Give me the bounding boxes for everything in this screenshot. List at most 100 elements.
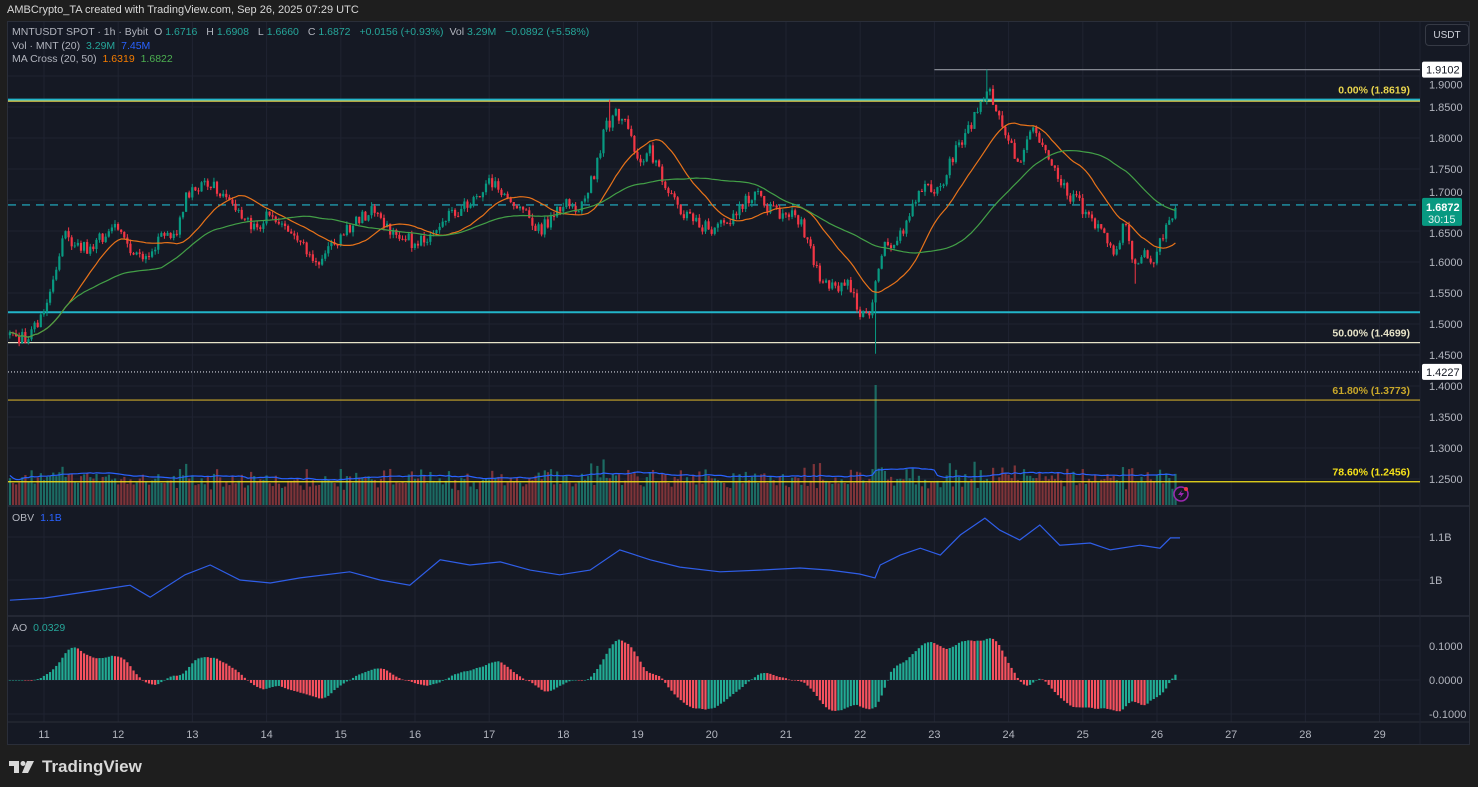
candle-body (917, 191, 920, 202)
ao-bar (515, 674, 519, 680)
volume-bar (942, 481, 945, 505)
candle-body (1063, 183, 1066, 186)
ma-cross-legend[interactable]: MA Cross (20, 50) 1.6319 1.6822 (12, 53, 176, 65)
ao-bar (222, 662, 225, 680)
candle-body (438, 226, 441, 231)
candle-body (339, 234, 342, 246)
ao-bar (1146, 680, 1149, 704)
ao-bar (945, 648, 948, 680)
volume-bar (126, 483, 129, 505)
ao-bar (574, 680, 577, 681)
volume-bar (1081, 469, 1084, 505)
currency-button[interactable]: USDT (1425, 24, 1469, 46)
time-axis-label: 25 (1077, 729, 1089, 741)
ao-bar (512, 672, 515, 680)
volume-bar (1131, 468, 1134, 505)
ao-bar (1081, 680, 1084, 708)
volume-bar (413, 478, 417, 505)
candle-body (351, 225, 355, 233)
volume-bar (627, 469, 630, 505)
volume-bar (420, 469, 423, 505)
volume-bar (113, 478, 117, 505)
symbol-name[interactable]: MNTUSDT SPOT · 1h · Bybit (12, 26, 149, 38)
alert-lightning-icon[interactable] (1173, 486, 1189, 502)
candle-body (311, 254, 314, 261)
volume-bar (565, 475, 568, 505)
ao-bar (441, 680, 444, 681)
volume-bar (809, 480, 812, 505)
volume-indicator-label: Vol · MNT (20) (12, 40, 81, 52)
candle-body (880, 255, 883, 269)
volume-bar (769, 475, 772, 505)
candle-body (914, 201, 917, 204)
ao-bar (1035, 680, 1038, 681)
ao-bar (104, 657, 107, 680)
ao-bar (995, 641, 998, 680)
volume-bar (107, 474, 111, 505)
candle-body (293, 233, 296, 236)
price-axis-label: 1.7500 (1429, 164, 1463, 176)
candle-body (92, 246, 95, 250)
volume-bar (778, 475, 781, 505)
ao-bar (812, 680, 815, 692)
ao-bar (543, 680, 546, 692)
candle-body (147, 256, 151, 258)
candle-body (27, 339, 30, 343)
ao-bar (506, 666, 509, 680)
candle-body (602, 129, 605, 154)
bar-countdown: 30:15 (1428, 214, 1456, 226)
candle-body (568, 199, 571, 207)
ao-bar (586, 679, 590, 680)
volume-bar (1063, 486, 1066, 505)
candle-body (8, 332, 11, 336)
candle-body (1050, 159, 1053, 166)
volume-bar (120, 479, 123, 505)
ao-bar (367, 670, 370, 680)
volume-indicator-legend[interactable]: Vol · MNT (20) 3.29M 7.45M (12, 40, 153, 52)
volume-bar (460, 477, 463, 505)
candle-body (135, 252, 138, 255)
candle-body (175, 233, 178, 235)
ao-bar (225, 663, 228, 680)
ao-bar (590, 676, 593, 680)
ao-bar (602, 659, 605, 680)
volume-bar (506, 482, 509, 505)
volume-bar (212, 473, 216, 505)
candle-body (970, 125, 973, 129)
ao-bar (806, 680, 809, 686)
candle-body (528, 210, 531, 218)
volume-bar (1004, 473, 1007, 505)
candle-body (1013, 142, 1016, 159)
ao-bar (784, 678, 787, 680)
candle-body (583, 198, 587, 202)
candle-body (107, 231, 110, 237)
volume-bar (503, 485, 506, 505)
candle-body (1075, 194, 1078, 196)
volume-bar (750, 476, 754, 505)
tradingview-logo[interactable]: TradingView (8, 757, 142, 777)
ao-legend[interactable]: AO 0.0329 (12, 622, 68, 634)
candle-body (586, 192, 590, 199)
candle-body (682, 214, 685, 219)
candle-body (574, 205, 577, 213)
ao-bar (450, 675, 454, 680)
ao-bar (614, 641, 617, 680)
ao-bar (429, 680, 432, 686)
candle-body (484, 183, 488, 193)
candle-body (868, 312, 871, 316)
candle-body (1118, 242, 1121, 250)
symbol-legend[interactable]: MNTUSDT SPOT · 1h · Bybit O 1.6716 H 1.690… (12, 26, 592, 38)
candle-body (457, 215, 460, 217)
volume-bar (1087, 478, 1091, 505)
volume-bar (648, 472, 652, 505)
ao-bar (385, 670, 389, 680)
volume-bar (256, 481, 259, 505)
chart-container[interactable] (7, 21, 1470, 745)
ao-bar (1161, 680, 1165, 693)
candle-body (1066, 183, 1069, 196)
candle-body (701, 227, 704, 232)
ao-bar (79, 650, 83, 680)
obv-legend[interactable]: OBV 1.1B (12, 512, 65, 524)
volume-bar (416, 478, 420, 505)
